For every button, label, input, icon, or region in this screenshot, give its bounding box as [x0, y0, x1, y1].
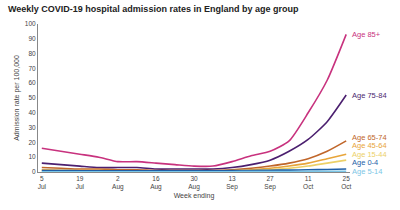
svg-text:16Aug: 16Aug: [150, 175, 162, 191]
svg-text:27Sep: 27Sep: [264, 175, 276, 191]
svg-text:Age 75-84: Age 75-84: [352, 91, 387, 100]
svg-text:Age 45-64: Age 45-64: [352, 141, 387, 150]
svg-text:Week ending: Week ending: [174, 192, 215, 200]
svg-text:70: 70: [28, 65, 36, 72]
svg-text:Age 85+: Age 85+: [352, 30, 381, 39]
svg-text:Age 0-4: Age 0-4: [352, 158, 378, 167]
svg-text:20: 20: [28, 139, 36, 146]
svg-text:10: 10: [28, 153, 36, 160]
svg-text:19Jul: 19Jul: [76, 175, 85, 190]
svg-text:30: 30: [28, 124, 36, 131]
svg-text:80: 80: [28, 50, 36, 57]
svg-text:0: 0: [32, 168, 36, 175]
svg-text:40: 40: [28, 109, 36, 116]
svg-text:Weekly COVID-19 hospital admis: Weekly COVID-19 hospital admission rates…: [8, 4, 299, 14]
svg-text:30Aug: 30Aug: [188, 175, 200, 191]
svg-text:13Sep: 13Sep: [226, 175, 238, 191]
svg-text:25Oct: 25Oct: [341, 175, 351, 190]
svg-text:60: 60: [28, 79, 36, 86]
svg-text:90: 90: [28, 35, 36, 42]
svg-text:5Jul: 5Jul: [38, 175, 47, 190]
svg-text:50: 50: [28, 94, 36, 101]
svg-text:11Oct: 11Oct: [303, 175, 313, 190]
svg-text:2Aug: 2Aug: [112, 175, 124, 191]
svg-text:100: 100: [25, 20, 36, 27]
svg-text:Age 15-44: Age 15-44: [352, 150, 387, 159]
svg-text:Age 65-74: Age 65-74: [352, 133, 387, 142]
svg-text:Admission rate per 100,000: Admission rate per 100,000: [13, 55, 21, 141]
svg-text:Age 5-14: Age 5-14: [352, 167, 382, 176]
